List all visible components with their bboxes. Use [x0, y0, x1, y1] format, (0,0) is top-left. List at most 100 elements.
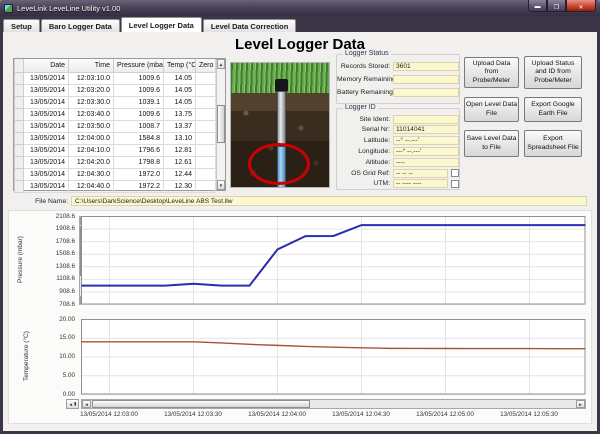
- column-header[interactable]: Time: [68, 59, 114, 73]
- table-row[interactable]: 13/05/2014 12:04:30.0 1972.0 12.44: [14, 167, 216, 181]
- chart-hscrollbar[interactable]: ◄ ►: [81, 399, 586, 409]
- field-row: Site Ident:: [337, 114, 459, 124]
- field-row: Memory Remaining:: [337, 74, 459, 84]
- field-input[interactable]: ----: [393, 157, 459, 167]
- cell-pressure: 1972.2: [113, 179, 164, 193]
- row-selector: [14, 119, 24, 133]
- upload-status-id-button[interactable]: Upload Status and ID from Probe/Meter: [524, 56, 582, 89]
- column-header[interactable]: Temp (°C): [163, 59, 196, 73]
- field-row: Altitude: ----: [337, 157, 459, 167]
- row-selector: [14, 167, 24, 181]
- cell-date: 13/05/2014: [23, 119, 69, 133]
- field-input[interactable]: -- -- --: [393, 168, 448, 178]
- cell-time: 12:04:40.0: [68, 179, 114, 193]
- scrollbar-thumb[interactable]: [92, 400, 310, 408]
- field-row: OS Grid Ref: -- -- --: [337, 168, 459, 178]
- field-input[interactable]: --° --.---': [393, 136, 459, 146]
- table-row[interactable]: 13/05/2014 12:04:20.0 1798.8 12.61: [14, 155, 216, 169]
- table-row[interactable]: 13/05/2014 12:04:40.0 1972.2 12.30: [14, 179, 216, 193]
- tab-baro-logger-data[interactable]: Baro Logger Data: [40, 19, 120, 32]
- save-level-data-button[interactable]: Save Level Data to File: [464, 130, 519, 157]
- field-row: Latitude: --° --.---': [337, 136, 459, 146]
- close-button[interactable]: ✕: [566, 0, 596, 12]
- logger-status-group: Logger Status Records Stored: 3601 Memory …: [336, 50, 460, 104]
- y-tick-label: 1708.6: [55, 237, 75, 245]
- scroll-right-icon[interactable]: ►: [576, 400, 585, 408]
- pressure-axis-title: Pressure (mbar): [17, 236, 24, 284]
- scroll-up-icon[interactable]: ▲: [217, 59, 225, 69]
- checkbox[interactable]: [451, 169, 459, 177]
- tab-strip: Setup Baro Logger Data Level Logger Data…: [3, 17, 597, 32]
- cell-pressure: 1008.7: [113, 119, 164, 133]
- cell-zero: [195, 167, 216, 181]
- cell-date: 13/05/2014: [23, 155, 69, 169]
- title-bar[interactable]: LeveLink LeveLine Utility v1.00 ▬ ❐ ✕: [0, 0, 600, 16]
- table-scrollbar[interactable]: ▲ ▼: [216, 59, 225, 190]
- tab-level-data-correction[interactable]: Level Data Correction: [202, 19, 297, 32]
- pressure-chart[interactable]: [81, 216, 586, 305]
- row-selector-header: [14, 59, 24, 73]
- table-row[interactable]: 13/05/2014 12:04:10.0 1796.6 12.81: [14, 143, 216, 157]
- open-level-data-file-button[interactable]: Open Level Data File: [464, 97, 519, 122]
- checkbox[interactable]: [451, 179, 459, 188]
- field-label: Latitude:: [363, 137, 390, 145]
- cell-zero: [195, 131, 216, 145]
- field-label: Battery Remaining:: [337, 88, 395, 96]
- scrollbar-thumb[interactable]: [217, 105, 225, 143]
- field-input[interactable]: 3601: [393, 61, 459, 71]
- cell-temp: 12.61: [163, 155, 196, 169]
- scroll-left-icon[interactable]: ◄: [82, 400, 91, 408]
- cell-zero: [195, 119, 216, 133]
- cell-time: 12:04:00.0: [68, 131, 114, 145]
- cell-pressure: 1584.8: [113, 131, 164, 145]
- field-row: Battery Remaining:: [337, 87, 459, 97]
- maximize-button[interactable]: ❐: [547, 0, 566, 12]
- cell-pressure: 1009.6: [113, 107, 164, 121]
- y-tick-label: 1308.6: [55, 262, 75, 270]
- field-label: Site Ident:: [359, 115, 390, 123]
- export-spreadsheet-button[interactable]: Export Spreadsheet File: [524, 130, 582, 157]
- table-row[interactable]: 13/05/2014 12:03:30.0 1039.1 14.05: [14, 95, 216, 109]
- tab-page-content: Level Logger Data Date Time Pressure (mbar…: [3, 32, 597, 431]
- table-row[interactable]: 13/05/2014 12:03:40.0 1009.6 13.75: [14, 107, 216, 121]
- cell-date: 13/05/2014: [23, 167, 69, 181]
- cell-zero: [195, 95, 216, 109]
- temperature-chart[interactable]: [81, 319, 586, 395]
- field-row: Records Stored: 3601: [337, 61, 459, 71]
- column-header[interactable]: Pressure (mbar): [113, 59, 164, 73]
- field-input[interactable]: [393, 87, 459, 97]
- cell-temp: 14.05: [163, 71, 196, 85]
- scroll-down-icon[interactable]: ▼: [217, 180, 225, 190]
- file-name-field[interactable]: C:\Users\DarkScience\Desktop\LeveLine AB…: [71, 196, 587, 206]
- table-row[interactable]: 13/05/2014 12:03:20.0 1009.6 14.05: [14, 83, 216, 97]
- upload-data-button[interactable]: Upload Data from Probe/Meter: [464, 57, 519, 88]
- y-tick-label: 5.00: [62, 371, 75, 379]
- probe-body-graphic: [277, 91, 286, 147]
- table-row[interactable]: 13/05/2014 12:03:10.0 1009.6 14.05: [14, 71, 216, 85]
- column-header[interactable]: Zero: [195, 59, 216, 73]
- field-label: Longitude:: [358, 147, 390, 155]
- field-input[interactable]: [393, 114, 459, 124]
- x-tick-label: 13/05/2014 12:05:30: [500, 411, 558, 418]
- field-input[interactable]: [393, 74, 459, 84]
- minimize-button[interactable]: ▬: [528, 0, 547, 12]
- table-row[interactable]: 13/05/2014 12:03:50.0 1008.7 13.37: [14, 119, 216, 133]
- cell-temp: 13.10: [163, 131, 196, 145]
- chart-splitter-handle[interactable]: ◄ ▮: [66, 399, 79, 409]
- field-input[interactable]: ---° --.---': [393, 146, 459, 156]
- cell-time: 12:03:20.0: [68, 83, 114, 97]
- field-input[interactable]: 11014041: [393, 125, 459, 135]
- export-google-earth-button[interactable]: Export Google Earth File: [524, 97, 582, 122]
- tab-setup[interactable]: Setup: [3, 19, 40, 32]
- field-input[interactable]: -- ---- ----: [393, 179, 448, 189]
- x-tick-label: 13/05/2014 12:03:00: [80, 411, 138, 418]
- logger-id-group: Logger ID Site Ident: Serial Nr: 11014041 L…: [336, 104, 460, 190]
- cell-zero: [195, 155, 216, 169]
- tab-level-logger-data[interactable]: Level Logger Data: [120, 17, 202, 32]
- cell-date: 13/05/2014: [23, 83, 69, 97]
- y-tick-label: 2108.6: [55, 212, 75, 220]
- cell-date: 13/05/2014: [23, 143, 69, 157]
- table-row[interactable]: 13/05/2014 12:04:00.0 1584.8 13.10: [14, 131, 216, 145]
- column-header[interactable]: Date: [23, 59, 69, 73]
- table-header-row: Date Time Pressure (mbar) Temp (°C) Zero: [14, 59, 216, 73]
